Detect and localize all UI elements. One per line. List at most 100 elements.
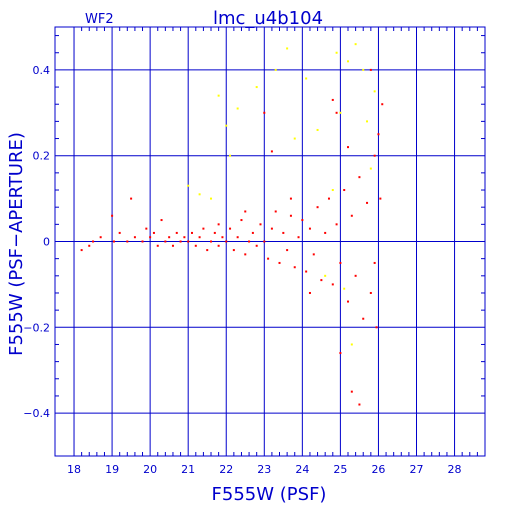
data-points	[80, 43, 384, 406]
data-point	[331, 283, 334, 286]
data-point	[293, 137, 296, 140]
data-point	[377, 133, 380, 136]
y-axis-label: F555W (PSF−APERTURE)	[6, 132, 27, 356]
data-point	[175, 231, 178, 234]
data-point	[202, 227, 205, 230]
data-point	[221, 236, 224, 239]
data-point	[160, 219, 163, 222]
data-point	[164, 240, 167, 243]
data-point	[331, 98, 334, 101]
x-tick-label: 19	[105, 463, 119, 476]
data-point	[324, 231, 327, 234]
plot-frame	[54, 26, 486, 457]
data-point	[354, 274, 357, 277]
data-point	[343, 287, 346, 290]
x-tick-label: 27	[410, 463, 424, 476]
data-point	[339, 111, 342, 114]
data-point	[305, 77, 308, 80]
data-point	[373, 261, 376, 264]
data-point	[111, 214, 114, 217]
data-point	[320, 279, 323, 282]
data-point	[316, 206, 319, 209]
data-point	[373, 154, 376, 157]
data-point	[217, 223, 220, 226]
data-point	[187, 184, 190, 187]
data-point	[339, 352, 342, 355]
y-tick-label: 0.2	[33, 150, 51, 163]
data-point	[316, 128, 319, 131]
data-point	[232, 249, 235, 252]
x-axis-label: F555W (PSF)	[212, 484, 327, 505]
data-point	[206, 249, 209, 252]
data-point	[194, 244, 197, 247]
data-point	[236, 107, 239, 110]
data-point	[369, 167, 372, 170]
data-point	[225, 240, 228, 243]
data-point	[183, 236, 186, 239]
data-point	[358, 176, 361, 179]
data-point	[350, 343, 353, 346]
data-point	[210, 240, 213, 243]
data-point	[270, 150, 273, 153]
data-point	[118, 231, 121, 234]
data-point	[343, 189, 346, 192]
x-tick-label: 20	[143, 463, 157, 476]
data-point	[213, 231, 216, 234]
data-point	[112, 240, 115, 243]
data-point	[92, 240, 95, 243]
data-point	[270, 227, 273, 230]
x-tick-label: 25	[333, 463, 347, 476]
x-tick-label: 24	[295, 463, 309, 476]
data-point	[99, 236, 102, 239]
chip-label: WF2	[85, 12, 114, 27]
data-point	[286, 47, 289, 50]
data-point	[301, 219, 304, 222]
data-point	[362, 317, 365, 320]
data-point	[217, 244, 220, 247]
x-tick-label: 18	[67, 463, 81, 476]
y-tick-label: −0.4	[23, 407, 50, 420]
data-point	[366, 120, 369, 123]
data-point	[145, 227, 148, 230]
data-point	[327, 197, 330, 200]
data-point	[335, 223, 338, 226]
data-point	[198, 193, 201, 196]
data-point	[335, 51, 338, 54]
data-point	[229, 154, 232, 157]
data-point	[141, 240, 144, 243]
grid	[55, 27, 485, 456]
data-point	[229, 227, 232, 230]
data-point	[354, 43, 357, 46]
data-point	[278, 261, 281, 264]
data-point	[373, 90, 376, 93]
data-point	[244, 253, 247, 256]
data-point	[324, 274, 327, 277]
data-point	[267, 257, 270, 260]
data-point	[282, 231, 285, 234]
data-point	[308, 227, 311, 230]
data-point	[274, 210, 277, 213]
data-point	[375, 326, 378, 329]
data-point	[236, 236, 239, 239]
data-point	[255, 244, 258, 247]
x-tick-label: 28	[448, 463, 462, 476]
data-point	[347, 146, 350, 149]
data-point	[379, 197, 382, 200]
data-point	[244, 210, 247, 213]
data-point	[198, 236, 201, 239]
data-point	[362, 68, 365, 71]
data-point	[80, 249, 83, 252]
data-point	[308, 291, 311, 294]
data-point	[350, 214, 353, 217]
data-point	[289, 197, 292, 200]
data-point	[179, 240, 182, 243]
data-point	[274, 68, 277, 71]
data-point	[339, 261, 342, 264]
x-tick-label: 21	[181, 463, 195, 476]
x-tick-label: 22	[219, 463, 233, 476]
data-point	[130, 197, 133, 200]
data-point	[286, 249, 289, 252]
data-point	[369, 291, 372, 294]
data-point	[335, 111, 338, 114]
data-point	[88, 244, 91, 247]
